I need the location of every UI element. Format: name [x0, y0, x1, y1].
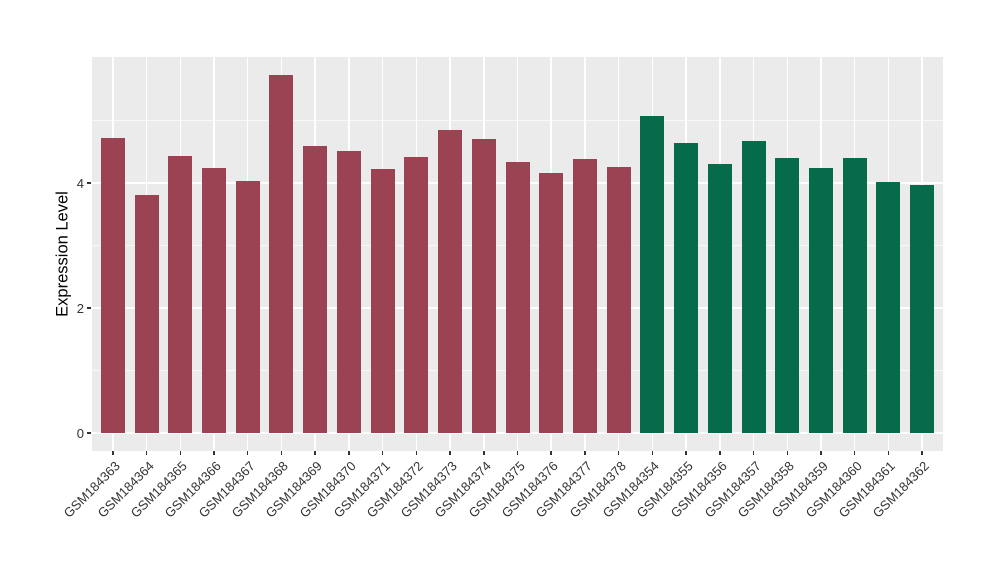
y-tick-label: 0: [76, 425, 84, 441]
bar-GSM184354: [640, 116, 665, 433]
bar-GSM184356: [707, 164, 732, 433]
x-tick-mark: [584, 451, 586, 455]
bar-GSM184371: [370, 169, 395, 433]
x-tick-mark: [246, 451, 249, 455]
y-tick-label: 4: [76, 175, 84, 191]
bar-GSM184370: [336, 151, 361, 433]
bar-GSM184359: [808, 168, 833, 433]
x-tick-mark: [449, 451, 451, 455]
bar-GSM184361: [876, 181, 901, 433]
y-tick-mark: [87, 432, 91, 434]
x-tick-mark: [483, 451, 485, 455]
y-tick-label: 2: [76, 300, 84, 316]
bar-GSM184374: [471, 139, 496, 433]
y-tick-mark: [87, 307, 91, 309]
bar-GSM184358: [775, 158, 800, 433]
bar-GSM184368: [269, 74, 294, 433]
x-tick-mark: [853, 451, 856, 455]
bar-GSM184372: [404, 156, 429, 433]
panel: [92, 57, 943, 451]
x-tick-mark: [112, 451, 114, 455]
x-tick-mark: [145, 451, 148, 455]
x-tick-mark: [719, 451, 721, 455]
x-tick-mark: [651, 451, 654, 455]
x-tick-mark: [314, 451, 316, 455]
x-tick-mark: [820, 451, 822, 455]
y-axis-title: Expression Level: [53, 191, 72, 317]
x-tick-mark: [617, 451, 620, 455]
bar-GSM184363: [100, 138, 125, 433]
x-tick-mark: [887, 451, 890, 455]
y-tick-mark: [87, 182, 91, 184]
bar-GSM184376: [539, 173, 564, 433]
x-tick-mark: [179, 451, 182, 455]
x-tick-mark: [381, 451, 384, 455]
bar-GSM184378: [606, 166, 631, 433]
bar-GSM184366: [202, 168, 227, 433]
bar-GSM184355: [674, 143, 699, 433]
x-tick-mark: [213, 451, 215, 455]
bar-GSM184362: [910, 184, 935, 433]
x-tick-mark: [280, 451, 283, 455]
bar-GSM184369: [303, 146, 328, 433]
bar-GSM184377: [572, 159, 597, 433]
bar-GSM184360: [842, 158, 867, 433]
x-tick-mark: [786, 451, 788, 455]
x-tick-mark: [685, 451, 687, 455]
bar-GSM184373: [438, 129, 463, 433]
bar-GSM184364: [134, 194, 159, 433]
bar-GSM184375: [505, 161, 530, 433]
x-tick-mark: [348, 451, 350, 455]
bar-GSM184365: [168, 156, 193, 433]
x-tick-mark: [752, 451, 755, 455]
bar-GSM184357: [741, 141, 766, 433]
x-tick-mark: [415, 451, 418, 455]
x-tick-mark: [516, 451, 519, 455]
x-tick-mark: [921, 451, 923, 455]
x-tick-mark: [550, 451, 552, 455]
bar-GSM184367: [235, 181, 260, 433]
